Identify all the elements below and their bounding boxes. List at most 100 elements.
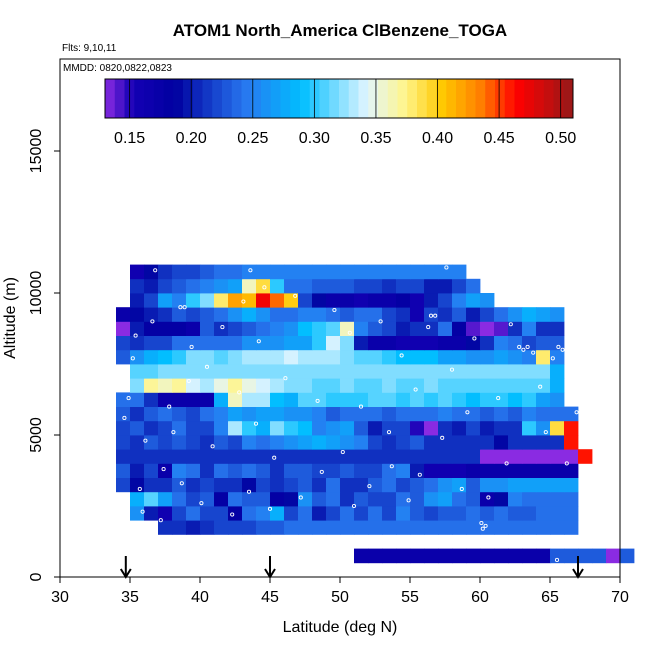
heatmap-cell	[186, 420, 201, 436]
heatmap-cell	[172, 349, 187, 365]
sample-point	[293, 293, 298, 298]
heatmap-cell	[354, 321, 369, 336]
heatmap-cell	[158, 364, 173, 379]
heatmap-cell	[228, 477, 243, 493]
heatmap-cell	[144, 449, 159, 464]
colorbar-tick-label: 0.30	[299, 130, 330, 147]
heatmap-cell	[424, 278, 439, 294]
heatmap-cell	[116, 321, 131, 336]
heatmap-cell	[354, 378, 369, 393]
heatmap-cell	[368, 435, 383, 450]
heatmap-cell	[312, 335, 327, 351]
heatmap-cell	[158, 491, 173, 507]
heatmap-cell	[214, 463, 229, 478]
heatmap-cell	[438, 420, 453, 436]
heatmap-cell	[536, 321, 551, 336]
heatmap-cell	[256, 420, 271, 436]
heatmap-cell	[424, 548, 439, 564]
heatmap-cell	[522, 364, 537, 379]
heatmap-cell	[382, 321, 397, 336]
sample-point	[560, 347, 565, 352]
sample-point	[140, 509, 145, 514]
heatmap-cell	[424, 293, 439, 308]
heatmap-cell	[270, 463, 285, 478]
sample-point	[179, 481, 184, 486]
heatmap-cell	[550, 364, 565, 379]
heatmap-cell	[382, 548, 397, 564]
sample-point	[472, 336, 477, 341]
heatmap-cell	[466, 435, 481, 450]
heatmap-cell	[396, 520, 411, 535]
heatmap-cell	[172, 278, 187, 294]
heatmap-cell	[410, 406, 425, 422]
heatmap-cell	[256, 435, 271, 450]
heatmap-cell	[452, 463, 467, 478]
heatmap-cell	[354, 406, 369, 422]
heatmap-cell	[564, 435, 579, 450]
colorbar-segment	[524, 79, 535, 118]
heatmap-cell	[186, 378, 201, 393]
heatmap-cell	[536, 392, 551, 407]
heatmap-cell	[466, 307, 481, 322]
heatmap-cell	[242, 520, 257, 535]
sample-point	[158, 518, 163, 523]
heatmap-cell	[284, 449, 299, 464]
heatmap-cell	[354, 463, 369, 478]
y-tick-label: 5000	[28, 417, 45, 453]
heatmap-cell	[536, 364, 551, 379]
heatmap-cell	[550, 349, 565, 365]
heatmap-cell	[284, 349, 299, 365]
heatmap-cell	[340, 491, 355, 507]
colorbar-segment	[173, 79, 184, 118]
sample-point	[483, 523, 488, 528]
heatmap-cell	[466, 548, 481, 564]
sample-point	[479, 520, 484, 526]
heatmap-cell	[550, 463, 565, 478]
sample-point	[267, 506, 273, 511]
heatmap-cell	[340, 506, 355, 521]
heatmap-cell	[396, 321, 411, 336]
heatmap-cell	[298, 435, 313, 450]
colorbar-segment	[436, 79, 447, 118]
heatmap-cell	[452, 548, 467, 564]
sample-point	[283, 376, 288, 381]
heatmap-cell	[494, 406, 509, 422]
sample-point	[204, 364, 210, 369]
heatmap-cell	[382, 420, 397, 436]
heatmap-cell	[340, 335, 355, 351]
heatmap-cell	[354, 449, 369, 464]
heatmap-cell	[326, 278, 341, 294]
x-tick-label: 40	[191, 589, 209, 606]
sample-point	[504, 461, 509, 466]
heatmap-cell	[410, 335, 425, 351]
heatmap-cell	[410, 349, 425, 365]
sample-point	[246, 489, 252, 494]
heatmap-cell	[424, 406, 439, 422]
heatmap-cell	[172, 477, 187, 493]
heatmap-cell	[340, 406, 355, 422]
x-axis: 30 35 40 45 50 55 60 65 70	[51, 577, 629, 606]
heatmap-cell	[298, 364, 313, 379]
colorbar-segment	[339, 79, 350, 118]
heatmap-cell	[480, 463, 495, 478]
heatmap-cell	[158, 420, 173, 436]
heatmap-cell	[410, 435, 425, 450]
heatmap-cell	[522, 321, 537, 336]
heatmap-cell	[130, 278, 145, 294]
heatmap-cell	[368, 392, 383, 407]
colorbar-segment	[114, 79, 125, 118]
heatmap-cell	[144, 491, 159, 507]
heatmap-cell	[200, 435, 215, 450]
heatmap-cell	[452, 449, 467, 464]
heatmap-cell	[382, 477, 397, 493]
sample-point	[517, 344, 522, 350]
heatmap-cell	[424, 449, 439, 464]
colorbar-segment	[309, 79, 320, 118]
heatmap-cell	[172, 463, 187, 478]
heatmap-cell	[270, 293, 285, 308]
colorbar-tick-label: 0.20	[176, 130, 207, 147]
heatmap-cell	[270, 506, 285, 521]
heatmap-cell	[242, 463, 257, 478]
heatmap-cell	[466, 477, 481, 493]
